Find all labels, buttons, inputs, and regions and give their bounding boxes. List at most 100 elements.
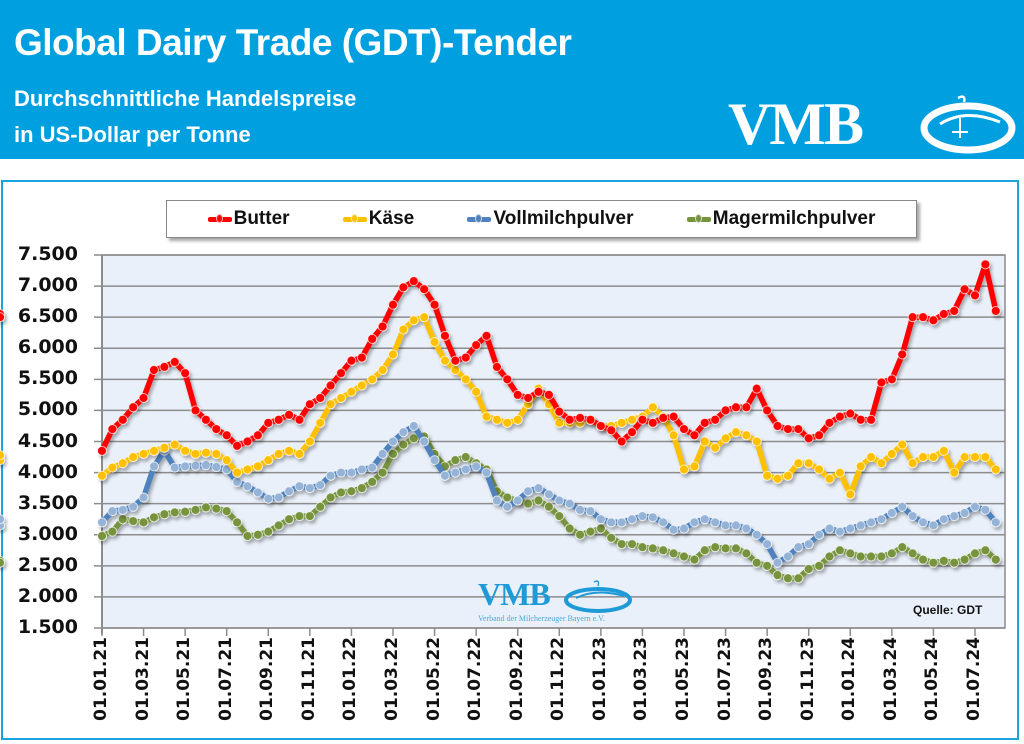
data-point[interactable] bbox=[772, 557, 783, 568]
data-point[interactable] bbox=[398, 439, 409, 450]
data-point[interactable] bbox=[221, 506, 232, 517]
data-point[interactable] bbox=[242, 464, 253, 475]
data-point[interactable] bbox=[897, 501, 908, 512]
data-point[interactable] bbox=[367, 333, 378, 344]
data-point[interactable] bbox=[876, 514, 887, 525]
data-point[interactable] bbox=[117, 514, 128, 525]
data-point[interactable] bbox=[398, 324, 409, 335]
data-point[interactable] bbox=[876, 551, 887, 562]
data-point[interactable] bbox=[284, 486, 295, 497]
data-point[interactable] bbox=[377, 467, 388, 478]
data-point[interactable] bbox=[460, 464, 471, 475]
data-point[interactable] bbox=[616, 539, 627, 550]
data-point[interactable] bbox=[782, 551, 793, 562]
data-point[interactable] bbox=[616, 517, 627, 528]
data-point[interactable] bbox=[429, 455, 440, 466]
data-point[interactable] bbox=[107, 424, 118, 435]
data-point[interactable] bbox=[824, 551, 835, 562]
data-point[interactable] bbox=[679, 523, 689, 534]
data-point[interactable] bbox=[169, 462, 180, 473]
data-point[interactable] bbox=[439, 470, 450, 481]
data-point[interactable] bbox=[803, 458, 814, 469]
data-point[interactable] bbox=[866, 452, 877, 463]
data-point[interactable] bbox=[138, 392, 149, 403]
data-point[interactable] bbox=[408, 433, 419, 444]
data-point[interactable] bbox=[772, 570, 783, 581]
data-point[interactable] bbox=[315, 501, 326, 512]
data-point[interactable] bbox=[190, 460, 201, 471]
data-point[interactable] bbox=[647, 543, 658, 554]
data-point[interactable] bbox=[211, 503, 222, 514]
data-point[interactable] bbox=[855, 461, 866, 472]
data-point[interactable] bbox=[866, 551, 877, 562]
data-point[interactable] bbox=[273, 520, 284, 531]
data-point[interactable] bbox=[679, 551, 689, 562]
data-point[interactable] bbox=[471, 340, 482, 351]
data-point[interactable] bbox=[252, 430, 263, 441]
legend-item-vollmilchpulver[interactable]: Vollmilchpulver bbox=[467, 208, 634, 230]
data-point[interactable] bbox=[907, 548, 918, 559]
data-point[interactable] bbox=[720, 543, 731, 554]
data-point[interactable] bbox=[554, 406, 565, 417]
data-point[interactable] bbox=[679, 464, 689, 475]
data-point[interactable] bbox=[419, 436, 430, 447]
data-point[interactable] bbox=[658, 412, 669, 423]
data-point[interactable] bbox=[720, 520, 731, 531]
data-point[interactable] bbox=[762, 470, 773, 481]
data-point[interactable] bbox=[138, 492, 149, 503]
data-point[interactable] bbox=[356, 464, 367, 475]
data-point[interactable] bbox=[0, 450, 5, 461]
data-point[interactable] bbox=[710, 542, 721, 553]
data-point[interactable] bbox=[128, 402, 139, 413]
data-point[interactable] bbox=[180, 506, 191, 517]
data-point[interactable] bbox=[897, 542, 908, 553]
data-point[interactable] bbox=[699, 514, 710, 525]
data-point[interactable] bbox=[543, 389, 554, 400]
data-point[interactable] bbox=[252, 461, 263, 472]
data-point[interactable] bbox=[824, 417, 835, 428]
data-point[interactable] bbox=[356, 483, 367, 494]
data-point[interactable] bbox=[419, 312, 430, 323]
data-point[interactable] bbox=[97, 470, 107, 481]
data-point[interactable] bbox=[730, 427, 741, 438]
legend-item-butter[interactable]: Butter bbox=[207, 208, 290, 230]
data-point[interactable] bbox=[190, 504, 201, 515]
data-point[interactable] bbox=[803, 563, 814, 574]
data-point[interactable] bbox=[263, 455, 274, 466]
data-point[interactable] bbox=[543, 501, 554, 512]
data-point[interactable] bbox=[845, 523, 856, 534]
data-point[interactable] bbox=[232, 467, 243, 478]
data-point[interactable] bbox=[647, 512, 658, 523]
data-point[interactable] bbox=[159, 361, 170, 372]
legend-item-magermilchpulver[interactable]: Magermilchpulver bbox=[686, 208, 875, 230]
data-point[interactable] bbox=[782, 470, 793, 481]
data-point[interactable] bbox=[886, 548, 897, 559]
data-point[interactable] bbox=[834, 467, 845, 478]
data-point[interactable] bbox=[533, 386, 544, 397]
data-point[interactable] bbox=[481, 467, 492, 478]
data-point[interactable] bbox=[232, 517, 243, 528]
data-point[interactable] bbox=[575, 529, 586, 540]
data-point[interactable] bbox=[793, 542, 804, 553]
data-point[interactable] bbox=[990, 305, 1001, 316]
data-point[interactable] bbox=[336, 392, 347, 403]
data-point[interactable] bbox=[689, 554, 700, 565]
data-point[interactable] bbox=[970, 290, 980, 301]
data-point[interactable] bbox=[242, 530, 253, 541]
data-point[interactable] bbox=[627, 539, 638, 550]
data-point[interactable] bbox=[221, 455, 232, 466]
data-point[interactable] bbox=[471, 386, 482, 397]
data-point[interactable] bbox=[97, 517, 107, 528]
data-point[interactable] bbox=[284, 514, 295, 525]
data-point[interactable] bbox=[803, 539, 814, 550]
data-point[interactable] bbox=[336, 368, 347, 379]
data-point[interactable] bbox=[834, 545, 845, 556]
data-point[interactable] bbox=[606, 532, 617, 543]
data-point[interactable] bbox=[938, 514, 949, 525]
data-point[interactable] bbox=[180, 445, 191, 456]
data-point[interactable] bbox=[304, 511, 315, 522]
data-point[interactable] bbox=[398, 427, 409, 438]
data-point[interactable] bbox=[990, 464, 1001, 475]
data-point[interactable] bbox=[730, 520, 741, 531]
data-point[interactable] bbox=[252, 529, 263, 540]
